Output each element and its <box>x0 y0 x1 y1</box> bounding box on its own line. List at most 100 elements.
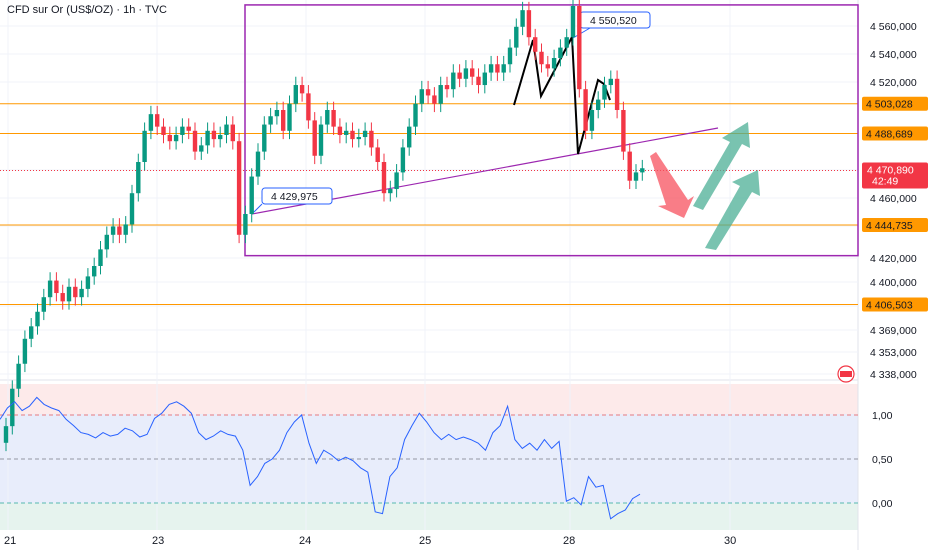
candle-body <box>325 110 330 125</box>
annotation-box <box>261 187 333 205</box>
candle-body <box>432 95 437 104</box>
level-tag <box>862 96 928 111</box>
candle-body <box>92 266 97 277</box>
candle-body <box>350 130 355 140</box>
candle-body <box>337 126 343 135</box>
candle-body <box>425 89 431 96</box>
candle-body <box>110 226 116 235</box>
level-tag-label: 4 444,735 <box>866 220 913 232</box>
candle-body <box>318 124 324 156</box>
candle-body <box>551 58 557 69</box>
candle-body <box>186 126 191 131</box>
candle-body <box>520 10 525 27</box>
candle-body <box>54 280 59 294</box>
up-arrow <box>705 170 760 250</box>
candle-body <box>236 141 242 235</box>
candle-body <box>501 64 506 73</box>
candle-body <box>293 85 298 104</box>
level-tag-label: 4 406,503 <box>866 299 913 311</box>
candle-body <box>558 47 563 58</box>
x-tick-label: 30 <box>724 535 736 547</box>
candle-body <box>400 147 406 173</box>
candle-body <box>211 130 217 140</box>
oscillator-line <box>0 396 641 520</box>
level-tag <box>862 217 928 232</box>
level-tag-label: 4 503,028 <box>866 99 913 111</box>
candle-body <box>495 64 500 73</box>
y-tick-label: 4 560,000 <box>870 21 917 33</box>
x-tick-label: 28 <box>563 535 575 547</box>
candle-body <box>41 297 46 312</box>
annotation-pointer <box>253 203 263 213</box>
candle-body <box>192 130 198 152</box>
candle-body <box>375 147 380 162</box>
candle-body <box>596 99 601 110</box>
candle-body <box>608 78 613 86</box>
x-tick-label: 25 <box>419 535 431 547</box>
osc-tick-label: 0,00 <box>872 498 893 510</box>
candle-body <box>577 6 582 90</box>
candle-body <box>514 26 519 48</box>
x-tick-label: 24 <box>299 535 311 547</box>
candle-body <box>633 172 639 181</box>
candle-body <box>438 85 443 104</box>
symbol-title[interactable]: CFD sur Or (US$/OZ) · 1h · TVC <box>7 4 167 16</box>
candle-body <box>444 85 450 90</box>
y-tick-label: 4 520,000 <box>870 77 917 89</box>
annotation-label: 4 550,520 <box>590 15 637 27</box>
candle-body <box>104 234 109 250</box>
annotation-label: 4 429,975 <box>271 191 318 203</box>
candle-body <box>129 193 135 225</box>
candle-body <box>344 130 349 135</box>
candle-body <box>470 68 475 77</box>
candle-body <box>155 114 160 127</box>
candle-body <box>621 110 626 152</box>
candle-body <box>589 110 595 131</box>
candle-body <box>79 288 84 298</box>
candle-body <box>388 189 393 194</box>
y-tick-label: 4 400,000 <box>870 277 917 289</box>
countdown-label: 42:49 <box>872 176 898 188</box>
candle-body <box>640 168 645 173</box>
candle-body <box>299 85 305 94</box>
candle-body <box>413 103 418 127</box>
osc-oversold-zone <box>0 503 858 530</box>
candle-body <box>3 426 9 443</box>
candle-body <box>394 172 399 190</box>
candle-body <box>545 64 550 69</box>
grid-lines <box>0 0 858 530</box>
candle-body <box>476 76 481 86</box>
candle-body <box>35 311 40 327</box>
down-arrow <box>650 152 694 218</box>
candle-body <box>29 326 34 339</box>
candle-body <box>583 89 588 131</box>
candle-body <box>60 293 65 302</box>
level-tag-label: 4 488,689 <box>866 129 913 141</box>
candle-body <box>47 280 53 298</box>
candle-body <box>331 110 336 127</box>
osc-overbought-zone <box>0 384 858 414</box>
candle-body <box>136 162 141 194</box>
candle-body <box>488 64 494 73</box>
y-tick-label: 4 369,000 <box>870 325 917 337</box>
y-tick-label: 4 353,000 <box>870 347 917 359</box>
candle-body <box>205 130 210 146</box>
candle-body <box>539 51 544 65</box>
candle-body <box>287 103 292 131</box>
candle-body <box>482 72 487 86</box>
candle-body <box>224 124 229 135</box>
candle-body <box>356 137 361 140</box>
candle-body <box>602 85 607 100</box>
candle-body <box>249 176 254 214</box>
x-tick-label: 23 <box>152 535 164 547</box>
candle-body <box>142 130 147 162</box>
y-tick-label: 4 460,000 <box>870 193 917 205</box>
candle-body <box>268 116 273 125</box>
candle-body <box>98 249 103 266</box>
candle-body <box>22 338 28 364</box>
osc-tick-label: 1,00 <box>872 410 893 422</box>
candle-body <box>362 130 368 138</box>
candle-body <box>407 126 412 148</box>
candle-body <box>533 37 538 52</box>
